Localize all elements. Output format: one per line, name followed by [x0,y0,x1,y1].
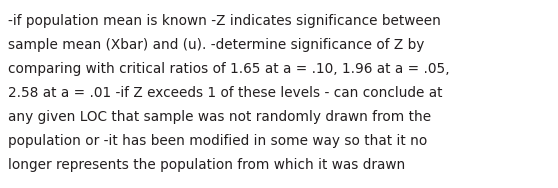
Text: any given LOC that sample was not randomly drawn from the: any given LOC that sample was not random… [8,110,431,124]
Text: comparing with critical ratios of 1.65 at a = .10, 1.96 at a = .05,: comparing with critical ratios of 1.65 a… [8,62,450,76]
Text: 2.58 at a = .01 -if Z exceeds 1 of these levels - can conclude at: 2.58 at a = .01 -if Z exceeds 1 of these… [8,86,442,100]
Text: -if population mean is known -Z indicates significance between: -if population mean is known -Z indicate… [8,14,441,28]
Text: longer represents the population from which it was drawn: longer represents the population from wh… [8,158,405,172]
Text: sample mean (Xbar) and (u). -determine significance of Z by: sample mean (Xbar) and (u). -determine s… [8,38,425,52]
Text: population or -it has been modified in some way so that it no: population or -it has been modified in s… [8,134,427,148]
